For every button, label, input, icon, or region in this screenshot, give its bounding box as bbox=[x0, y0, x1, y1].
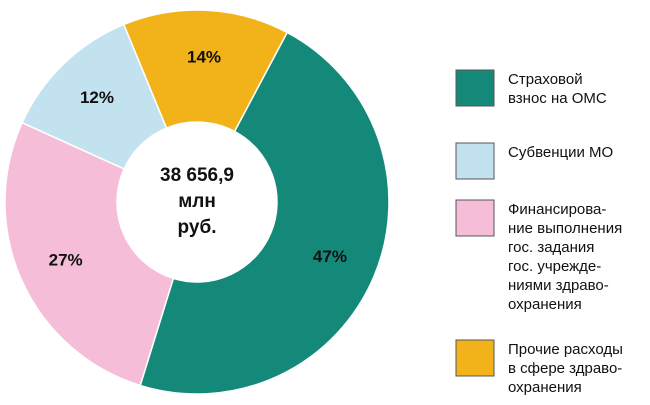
center-label: 38 656,9 bbox=[160, 165, 234, 186]
donut-hole bbox=[117, 122, 277, 282]
legend-swatch bbox=[455, 199, 495, 237]
value-label: 12% bbox=[80, 88, 114, 107]
legend-swatch bbox=[455, 142, 495, 180]
value-label: 47% bbox=[313, 247, 347, 266]
value-label: 27% bbox=[49, 251, 83, 270]
center-label: руб. bbox=[178, 217, 217, 238]
value-label: 14% bbox=[187, 48, 221, 67]
legend-label: Субвенции МО bbox=[508, 144, 613, 161]
legend-swatch bbox=[455, 339, 495, 377]
legend-swatch bbox=[455, 69, 495, 107]
legend-label: Прочие расходы в сфере здраво-охранения bbox=[508, 341, 623, 396]
legend-label: Страховой взнос на ОМС bbox=[508, 71, 607, 107]
center-label: млн bbox=[178, 191, 216, 212]
legend-label: Финансирова-ние выполнения гос. задания го… bbox=[508, 201, 622, 313]
